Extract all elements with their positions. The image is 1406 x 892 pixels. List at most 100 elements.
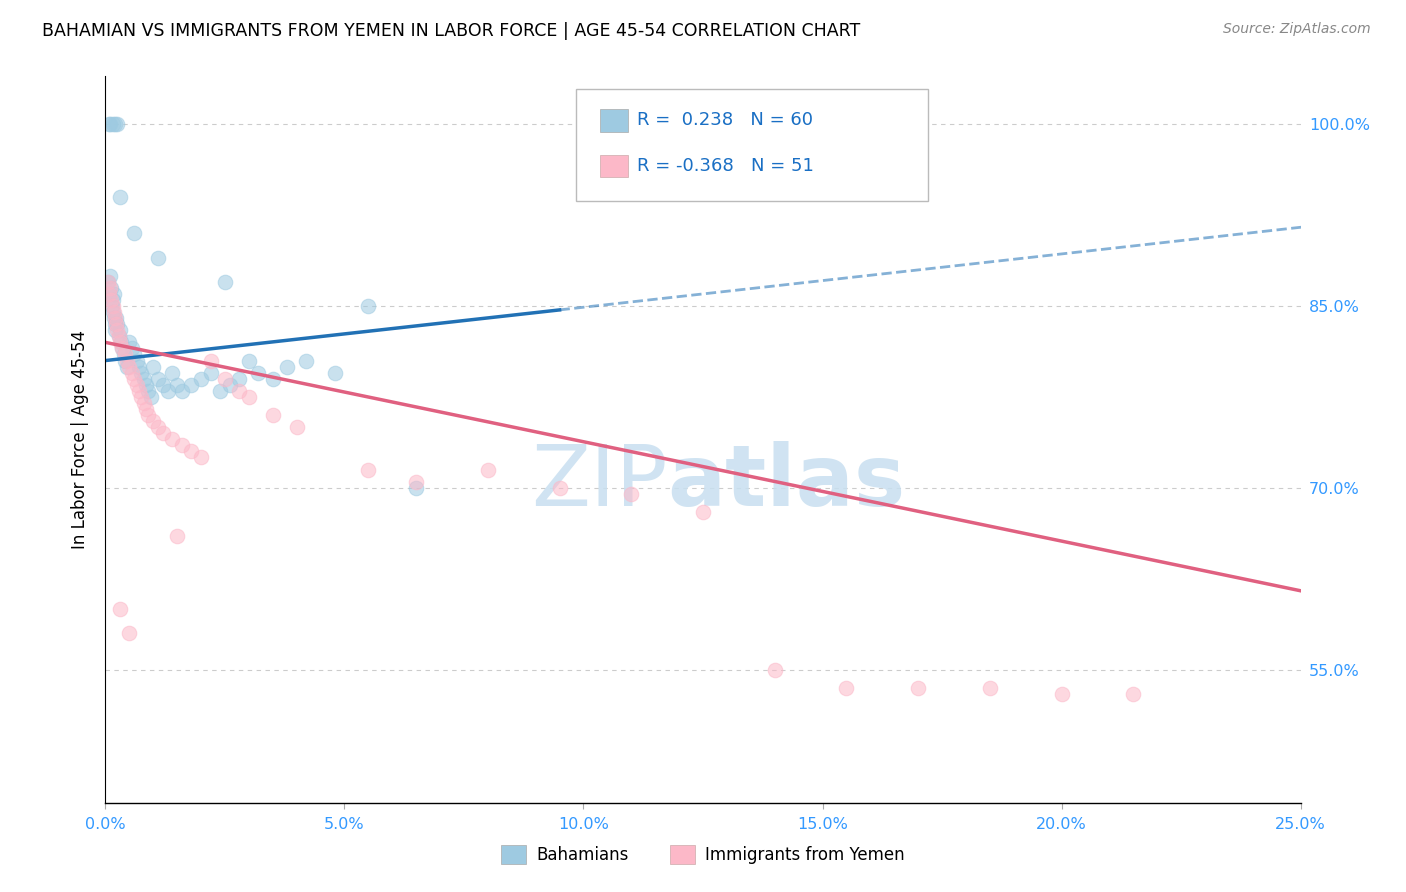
Point — [128, 359, 150, 374]
Point — [101, 299, 124, 313]
Point — [142, 414, 165, 428]
Point — [170, 384, 193, 398]
Point — [285, 420, 308, 434]
Point — [548, 481, 571, 495]
Point — [1050, 687, 1073, 701]
Point — [104, 317, 127, 331]
Point — [979, 681, 1001, 695]
Point — [129, 366, 153, 380]
Legend: Bahamians, Immigrants from Yemen: Bahamians, Immigrants from Yemen — [495, 838, 911, 871]
Point — [357, 462, 380, 476]
Point — [100, 293, 122, 307]
Point — [104, 311, 127, 326]
Point — [115, 359, 138, 374]
Point — [166, 529, 188, 543]
Point — [122, 372, 145, 386]
Point — [180, 377, 202, 392]
Point — [295, 353, 318, 368]
Point — [128, 384, 150, 398]
Point — [98, 286, 121, 301]
Point — [98, 281, 121, 295]
Point — [101, 305, 124, 319]
Point — [200, 366, 222, 380]
Point — [101, 117, 124, 131]
Point — [135, 377, 157, 392]
Text: atlas: atlas — [666, 442, 905, 524]
Text: R =  0.238   N = 60: R = 0.238 N = 60 — [637, 112, 813, 129]
Text: R = -0.368   N = 51: R = -0.368 N = 51 — [637, 157, 814, 175]
Point — [228, 372, 250, 386]
Point — [98, 286, 121, 301]
Point — [114, 347, 136, 361]
Point — [111, 342, 134, 356]
Point — [200, 353, 222, 368]
Point — [104, 323, 127, 337]
Point — [97, 275, 120, 289]
Point — [152, 377, 174, 392]
Point — [166, 377, 188, 392]
Point — [323, 366, 346, 380]
Point — [132, 372, 155, 386]
Y-axis label: In Labor Force | Age 45-54: In Labor Force | Age 45-54 — [72, 330, 90, 549]
Point — [112, 347, 135, 361]
Point — [103, 317, 125, 331]
Point — [180, 444, 202, 458]
Point — [214, 372, 236, 386]
Point — [247, 366, 270, 380]
Point — [152, 426, 174, 441]
Text: ZIP: ZIP — [530, 442, 666, 524]
Point — [146, 251, 169, 265]
Point — [108, 329, 131, 343]
Point — [101, 293, 124, 307]
Point — [162, 366, 184, 380]
Point — [763, 663, 786, 677]
Point — [357, 299, 380, 313]
Point — [108, 323, 131, 337]
Point — [238, 390, 260, 404]
Point — [146, 372, 169, 386]
Point — [142, 359, 165, 374]
Point — [228, 384, 250, 398]
Point — [907, 681, 929, 695]
Point — [139, 390, 162, 404]
Point — [114, 353, 136, 368]
Point — [97, 275, 120, 289]
Point — [146, 420, 169, 434]
Point — [118, 335, 141, 350]
Point — [111, 342, 134, 356]
Point — [138, 384, 160, 398]
Point — [110, 335, 132, 350]
Point — [125, 377, 148, 392]
Point — [122, 227, 145, 241]
Point — [115, 353, 138, 368]
Point — [209, 384, 232, 398]
Point — [118, 626, 141, 640]
Point — [620, 487, 643, 501]
Point — [98, 117, 121, 131]
Point — [104, 117, 127, 131]
Point — [108, 329, 131, 343]
Point — [218, 377, 240, 392]
Point — [190, 372, 212, 386]
Point — [405, 475, 427, 489]
Point — [121, 342, 143, 356]
Point — [98, 117, 121, 131]
Point — [262, 372, 284, 386]
Point — [108, 602, 131, 616]
Point — [118, 359, 141, 374]
Point — [276, 359, 298, 374]
Point — [170, 438, 193, 452]
Point — [107, 323, 129, 337]
Text: Source: ZipAtlas.com: Source: ZipAtlas.com — [1223, 22, 1371, 37]
Point — [162, 433, 184, 447]
Point — [132, 396, 155, 410]
Point — [1122, 687, 1144, 701]
Point — [135, 402, 157, 417]
Point — [103, 286, 125, 301]
Point — [692, 505, 714, 519]
Point — [156, 384, 179, 398]
Point — [477, 462, 499, 476]
Point — [122, 347, 145, 361]
Point — [214, 275, 236, 289]
Point — [108, 190, 131, 204]
